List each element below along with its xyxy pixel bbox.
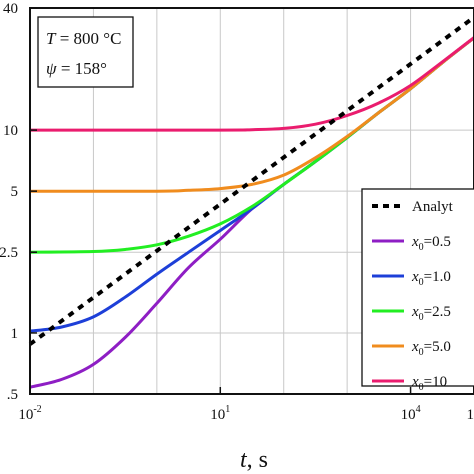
series-group — [28, 15, 474, 389]
y-tick-label: 5 — [11, 184, 19, 200]
legend-label-2: x0=1.0 — [411, 269, 451, 288]
series-line-5 — [29, 36, 474, 132]
x-tick-label: 10-2 — [18, 404, 41, 423]
y-tick-label: 1 — [11, 326, 19, 342]
y-tick-label: .5 — [7, 387, 18, 403]
legend-label-5: x0=10 — [411, 374, 447, 393]
ticks — [29, 7, 474, 395]
legend-label-4: x0=5.0 — [411, 339, 451, 358]
x-tick-label: 10 — [467, 407, 474, 423]
legend: Analyt x0=0.5 x0=1.0 x0=2.5 x0=5.0 x0=10 — [361, 188, 474, 393]
legend-label-3: x0=2.5 — [411, 304, 451, 323]
y-tick-label: 2.5 — [0, 245, 18, 261]
annotation-temperature: T = 800 °C — [46, 29, 121, 48]
y-tick-label: 40 — [3, 1, 18, 17]
annotation-frame — [37, 16, 134, 88]
x-tick-label: 104 — [401, 404, 421, 423]
y-tick-label: 10 — [3, 123, 18, 139]
x-tick-label: 101 — [210, 404, 230, 423]
legend-frame — [361, 188, 474, 387]
legend-label-1: x0=0.5 — [411, 234, 451, 253]
x-axis-label: t, s — [240, 447, 268, 473]
annotation-box: T = 800 °C ψ = 158° — [37, 16, 134, 88]
series-line-0 — [28, 15, 474, 346]
legend-label-0: Analyt — [412, 199, 454, 215]
y-tick-labels: .5 1 2.5 5 10 40 — [0, 1, 18, 403]
annotation-angle: ψ = 158° — [46, 59, 107, 78]
plot-frame — [29, 7, 474, 395]
series-line-4 — [29, 36, 474, 193]
x-tick-labels: 10-2 101 104 10 — [18, 404, 474, 423]
